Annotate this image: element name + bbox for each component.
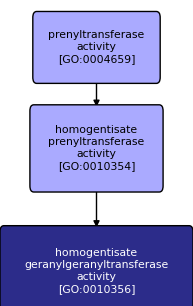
Text: prenyltransferase
activity
[GO:0004659]: prenyltransferase activity [GO:0004659]	[48, 30, 145, 65]
Text: homogentisate
prenyltransferase
activity
[GO:0010354]: homogentisate prenyltransferase activity…	[48, 125, 145, 171]
FancyBboxPatch shape	[30, 105, 163, 192]
Text: homogentisate
geranylgeranyltransferase
activity
[GO:0010356]: homogentisate geranylgeranyltransferase …	[24, 248, 169, 294]
FancyBboxPatch shape	[33, 12, 160, 84]
FancyBboxPatch shape	[0, 226, 193, 306]
